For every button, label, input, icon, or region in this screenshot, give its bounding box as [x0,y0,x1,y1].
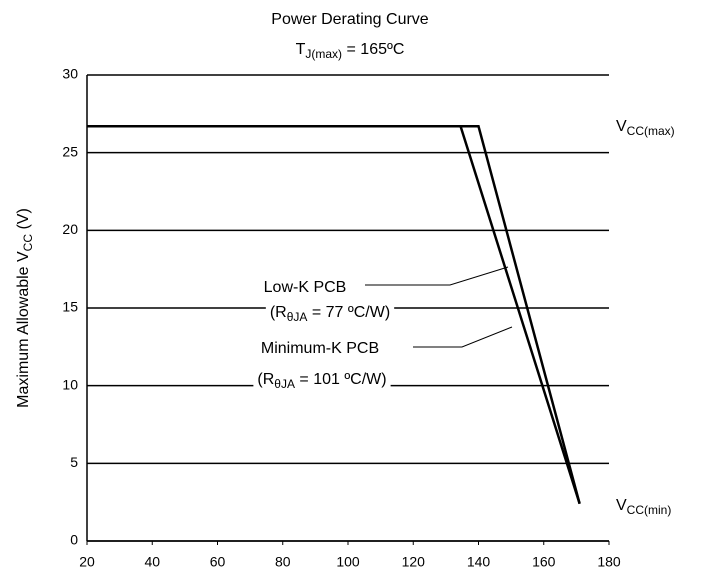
y-tick-label: 15 [62,299,78,315]
x-tick-label: 60 [210,554,226,570]
notes: Low-K PCB(RθJA = 77 ºC/W)Minimum-K PCB(R… [253,279,395,392]
series-line [87,125,581,505]
chart-subtitle: TJ(max) = 165ºC [296,41,405,61]
text-main: V [616,497,627,514]
leader-line [365,266,509,286]
text-sub: θJA [287,310,308,324]
annotation: (RθJA = 101 ºC/W) [257,371,386,391]
ylabel-main: Maximum Allowable V [15,251,32,408]
label-bg [259,279,351,297]
text-sub: CC(min) [627,503,672,517]
x-tick-label: 40 [144,554,160,570]
text-sub: CC(max) [627,124,675,138]
y-axis-title: Maximum Allowable VCC (V) [15,208,35,408]
ylabel-sub: CC [21,234,35,252]
subtitle-main: T [296,41,306,58]
x-tick-label: 100 [336,554,360,570]
text-main: (R [270,304,287,321]
text-rest: = 77 ºC/W) [307,304,390,321]
label-bg [265,304,395,325]
label-bg [253,371,391,392]
x-tick-label: 80 [275,554,291,570]
lines [87,125,581,505]
text-main: V [616,118,627,135]
x-tick-label: 140 [467,554,491,570]
leader-line [413,326,513,348]
y-tick-label: 5 [70,454,78,470]
ylabel-rest: (V) [15,208,32,234]
y-tick-label: 10 [62,376,78,392]
text-sub: θJA [274,377,295,391]
chart-title: Power Derating Curve [271,11,429,28]
x-tick-label: 20 [79,554,95,570]
text-main: (R [257,371,274,388]
label-bg [256,340,384,358]
series-label: Minimum-K PCB [261,340,379,357]
text-rest: = 101 ºC/W) [295,371,387,388]
y-tick-label: 0 [70,532,78,548]
y-tick-label: 20 [62,221,78,237]
y-tick-label: 25 [62,143,78,159]
annotation: VCC(max) [616,118,675,138]
x-tick-label: 120 [402,554,426,570]
x-tick-label: 180 [597,554,621,570]
y-tick-label: 30 [62,66,78,82]
annotation: VCC(min) [616,497,671,517]
subtitle-rest: = 165ºC [342,41,404,58]
x-tick-label: 160 [532,554,556,570]
series-label: Low-K PCB [264,279,347,296]
annotation: (RθJA = 77 ºC/W) [270,304,390,324]
subtitle-sub: J(max) [305,47,342,61]
